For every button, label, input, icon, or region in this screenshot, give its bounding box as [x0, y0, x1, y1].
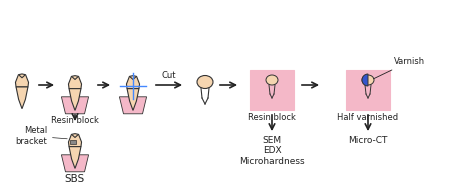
Polygon shape	[16, 87, 28, 109]
Text: Resin block: Resin block	[51, 116, 99, 125]
Polygon shape	[16, 74, 28, 87]
Polygon shape	[69, 147, 81, 168]
Text: Varnish: Varnish	[374, 57, 425, 79]
Text: Resin block: Resin block	[248, 113, 296, 122]
Polygon shape	[119, 97, 146, 114]
Text: Cut: Cut	[162, 71, 176, 80]
Text: SBS: SBS	[65, 174, 85, 184]
Ellipse shape	[362, 75, 374, 85]
Ellipse shape	[266, 75, 278, 85]
Wedge shape	[362, 74, 368, 86]
Bar	[70, 139, 76, 144]
Polygon shape	[68, 76, 82, 89]
Text: Micro-CT: Micro-CT	[348, 136, 388, 145]
Polygon shape	[62, 97, 89, 114]
Ellipse shape	[197, 75, 213, 89]
Polygon shape	[127, 76, 139, 89]
Polygon shape	[127, 89, 139, 110]
Polygon shape	[69, 89, 81, 110]
Text: Half varnished: Half varnished	[337, 113, 399, 122]
FancyBboxPatch shape	[250, 70, 294, 110]
Polygon shape	[68, 134, 82, 147]
Polygon shape	[62, 155, 89, 172]
Text: SEM
EDX
Microhardness: SEM EDX Microhardness	[239, 136, 305, 166]
Text: Metal
bracket: Metal bracket	[15, 126, 67, 146]
FancyBboxPatch shape	[346, 70, 390, 110]
